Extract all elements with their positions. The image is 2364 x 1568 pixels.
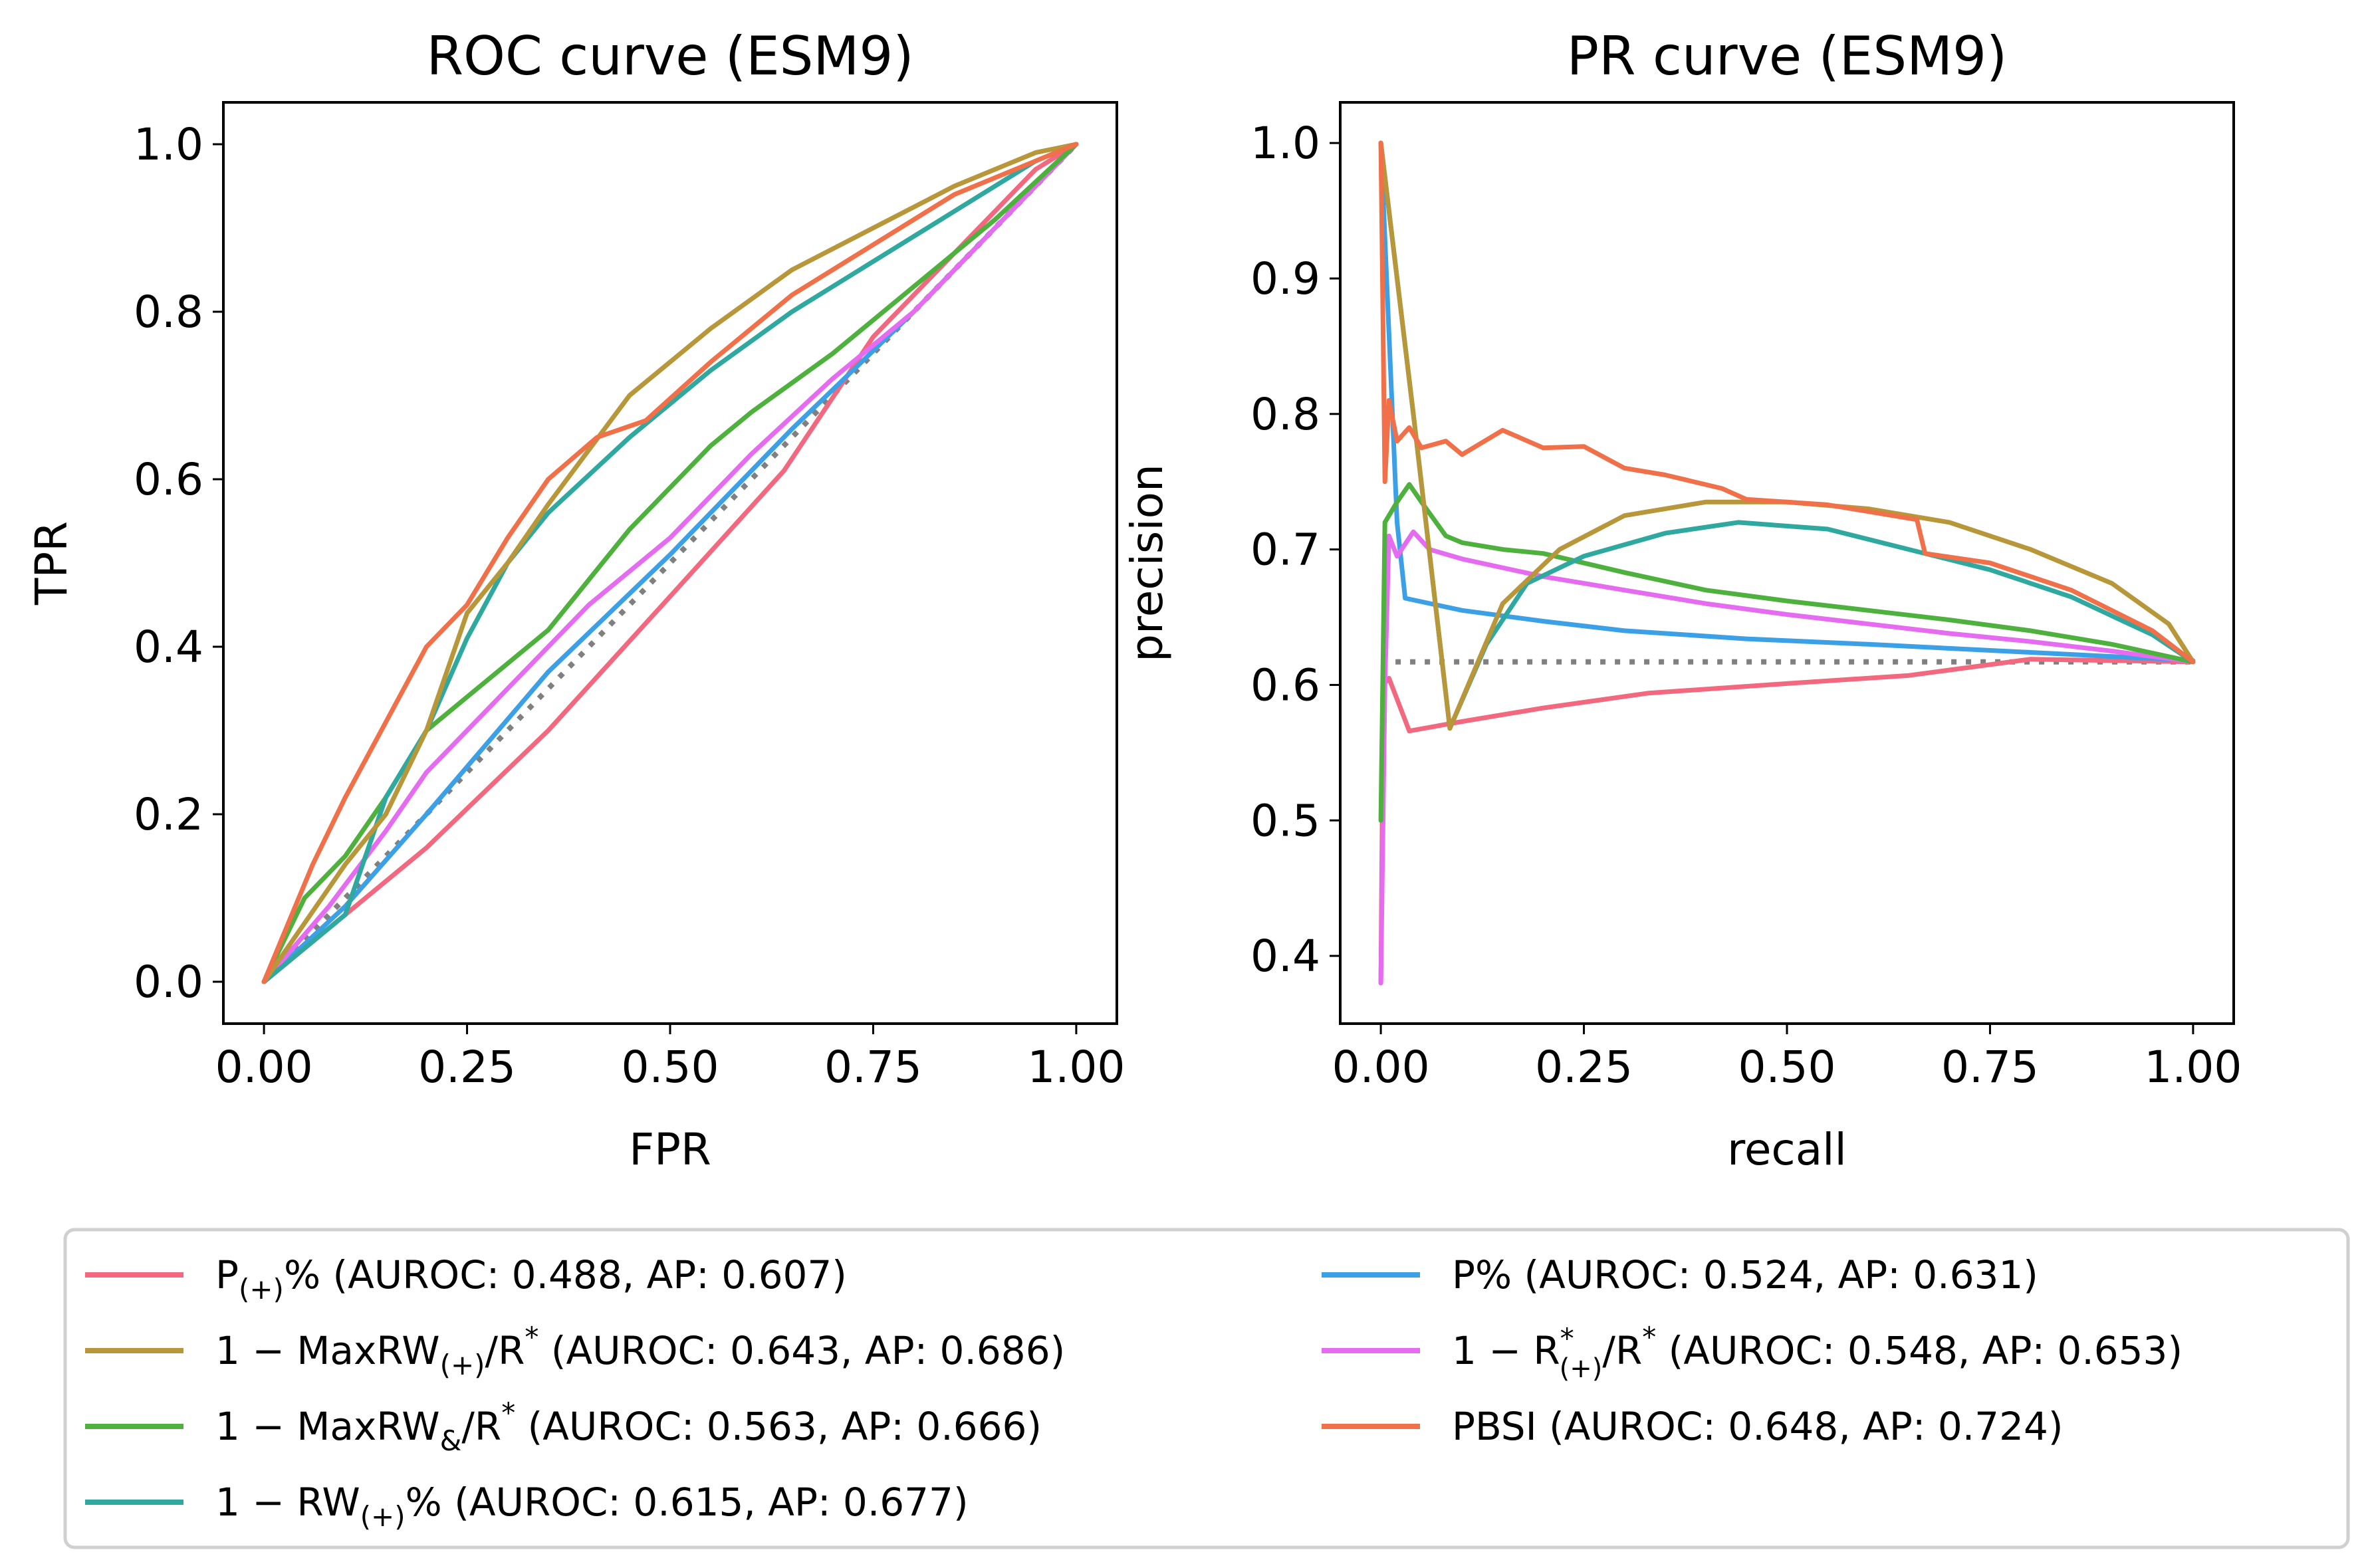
roc-xtick-label: 0.75 [824,1042,922,1093]
roc-series-p_plus [261,142,1079,984]
roc-ytick-label: 0.8 [134,286,203,338]
pr-ytick-label: 0.6 [1250,659,1320,711]
roc-title: ROC curve (ESM9) [426,25,913,87]
legend-label-part: * [1560,1322,1574,1355]
roc-series-maxrw_plus [261,142,1079,984]
pr-panel: PR curve (ESM9) 0.00 0.25 0.50 0.75 1.00 0.4 0.… [1122,25,2242,1175]
legend-label-pbsi: PBSI (AUROC: 0.648, AP: 0.724) [1452,1404,2064,1449]
roc-series-maxrw_amp [261,142,1079,984]
pr-series-maxrw_plus [1378,140,2196,731]
roc-ytick-label: 1.0 [134,119,203,170]
pr-ytick-label: 0.5 [1250,795,1320,846]
legend-label-part: P% (AUROC: 0.524, AP: 0.631) [1452,1252,2038,1297]
pr-ytick-label: 0.7 [1250,524,1320,576]
pr-xtick-label: 0.00 [1332,1042,1430,1093]
pr-xtick-label: 1.00 [2144,1042,2242,1093]
legend-label-part: 1 − RW [215,1480,360,1525]
pr-ytick-label: 0.8 [1250,389,1320,440]
pr-xlabel: recall [1727,1124,1847,1175]
legend-label-part: /R [1602,1328,1642,1373]
legend-label-part: (AUROC: 0.563, AP: 0.666) [515,1404,1042,1449]
legend-label-part: PBSI (AUROC: 0.648, AP: 0.724) [1452,1404,2064,1449]
legend-frame [63,1228,2350,1549]
pr-title: PR curve (ESM9) [1567,25,2008,87]
legend-label-part: * [1642,1321,1656,1353]
pr-ylabel: precision [1122,464,1173,662]
roc-panel: ROC curve (ESM9) 0.00 0.25 0.50 0.75 1.00 0.0 0… [26,25,1125,1175]
pr-series-r_plus [1378,529,2196,986]
legend-label-r_plus: 1 − R* (+)/R* (AUROC: 0.548, AP: 0.653) [1452,1321,2183,1384]
roc-series-rw_plus [261,142,1079,984]
legend-label-part: % (AUROC: 0.615, AP: 0.677) [406,1480,969,1525]
legend-label-part: 1 − MaxRW [215,1328,440,1373]
roc-xtick-label: 1.00 [1027,1042,1125,1093]
roc-ytick-label: 0.6 [134,454,203,505]
legend-label-part: (+) [239,1273,284,1305]
pr-series-p_pct [1378,140,2196,663]
legend-label-p_pct: P% (AUROC: 0.524, AP: 0.631) [1452,1252,2038,1297]
pr-frame [1339,101,2235,1025]
legend: P(+)% (AUROC: 0.488, AP: 0.607)1 − MaxRW… [63,1228,2350,1549]
pr-series-maxrw_amp [1378,482,2196,823]
roc-xlabel: FPR [629,1124,711,1175]
legend-label-part: & [440,1424,462,1457]
roc-ytick-label: 0.2 [134,789,203,840]
legend-label-part: % (AUROC: 0.488, AP: 0.607) [284,1252,847,1297]
pr-ytick-label: 1.0 [1250,118,1320,169]
legend-label-part: 1 − MaxRW [215,1404,440,1449]
legend-label-rw_plus: 1 − RW(+)% (AUROC: 0.615, AP: 0.677) [215,1480,969,1533]
roc-xtick-label: 0.00 [215,1042,313,1093]
legend-label-maxrw_plus: 1 − MaxRW(+)/R* (AUROC: 0.643, AP: 0.686… [215,1321,1065,1381]
legend-label-part: (AUROC: 0.643, AP: 0.686) [538,1328,1065,1373]
roc-xtick-label: 0.50 [622,1042,719,1093]
legend-label-part: /R [461,1404,501,1449]
roc-ylabel: TPR [26,521,77,606]
legend-label-part: (AUROC: 0.548, AP: 0.653) [1656,1328,2183,1373]
pr-ytick-label: 0.9 [1250,253,1320,304]
pr-series-p_plus [1378,657,2196,986]
legend-label-part: 1 − R [1452,1328,1560,1373]
pr-xtick-label: 0.25 [1535,1042,1633,1093]
legend-label-p_plus: P(+)% (AUROC: 0.488, AP: 0.607) [215,1252,847,1305]
roc-ytick-label: 0.4 [134,621,203,673]
pr-xtick-label: 0.50 [1738,1042,1836,1093]
legend-label-part: (+) [440,1349,485,1381]
legend-label-part: /R [485,1328,525,1373]
legend-label-maxrw_amp: 1 − MaxRW&/R* (AUROC: 0.563, AP: 0.666) [215,1397,1042,1457]
roc-xtick-label: 0.25 [418,1042,516,1093]
legend-label-part: * [525,1321,538,1353]
legend-label-part: * [501,1397,515,1429]
pr-series-pbsi [1378,140,2196,665]
roc-series-pbsi [261,142,1079,984]
legend-label-part: P [215,1252,239,1297]
roc-frame [222,101,1118,1025]
roc-series-r_plus [261,142,1079,984]
pr-ytick-label: 0.4 [1250,931,1320,982]
legend-label-part: (+) [360,1500,406,1533]
legend-label-part: (+) [1560,1353,1603,1384]
pr-xtick-label: 0.75 [1941,1042,2039,1093]
roc-ytick-label: 0.0 [134,956,203,1008]
